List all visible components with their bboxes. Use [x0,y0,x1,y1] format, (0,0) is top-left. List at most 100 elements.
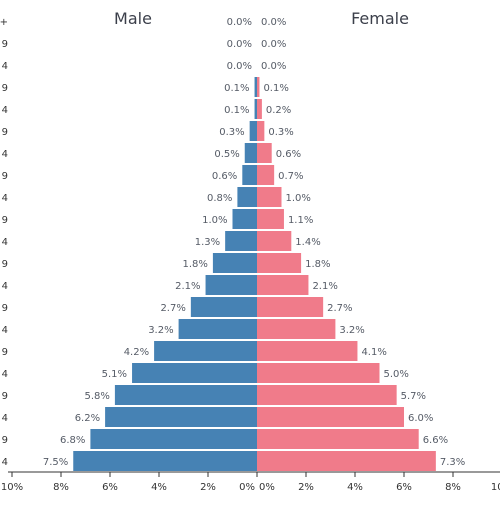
male-bar [249,121,257,141]
male-value-label: 0.1% [224,105,249,116]
male-bar [132,363,257,383]
male-value-label: 1.0% [202,215,227,226]
female-x-tick-label: 6% [396,482,412,493]
female-value-label: 3.2% [339,325,364,336]
male-bar [73,451,257,471]
female-value-label: 0.7% [278,171,303,182]
male-value-label: 6.8% [60,435,85,446]
male-value-label: 0.1% [224,83,249,94]
male-panel-title: Male [114,9,152,28]
female-x-tick-label: 8% [445,482,461,493]
age-group-label: 9 [2,171,8,182]
male-value-label: 0.0% [227,39,252,50]
female-x-tick-label: 10% [491,482,500,493]
female-value-label: 2.1% [312,281,337,292]
male-x-tick-label: 6% [102,482,118,493]
age-group-label: 4 [2,193,8,204]
age-group-label: 4 [2,369,8,380]
female-bar [257,297,324,317]
male-bar [254,99,257,119]
age-group-label: 9 [2,347,8,358]
female-value-label: 0.3% [268,127,293,138]
male-bar [114,385,258,405]
age-group-label: 4 [2,149,8,160]
female-panel-title: Female [351,9,409,28]
female-bar [257,341,358,361]
male-value-label: 5.1% [102,369,127,380]
male-bar [254,77,257,97]
female-bar [257,407,404,427]
axes-group: 4 9 4 9 4 9 4 9 4 9 4 9 4 9 4 9 4 9 4 9 +10% 8% 6% 4% 2% 0% 0% 2% 4%… [0,17,500,493]
male-x-tick-label: 10% [1,482,23,493]
male-value-label: 0.5% [214,149,239,160]
female-bar [257,99,262,119]
bars-group: 7.5% 7.3% 6.8% 6.6% 6.2% 6.0% 5.8% 5.7% 5.1% 5.0%… [43,17,465,471]
male-value-label: 6.2% [75,413,100,424]
male-bar [205,275,257,295]
age-group-label: 9 [2,39,8,50]
male-value-label: 7.5% [43,457,68,468]
male-x-tick-label: 4% [151,482,167,493]
male-bar [190,297,257,317]
male-bar [232,209,257,229]
female-bar [257,253,302,273]
male-bar [154,341,257,361]
female-value-label: 0.2% [266,105,291,116]
male-value-label: 1.8% [182,259,207,270]
male-value-label: 0.8% [207,193,232,204]
male-bar [237,187,257,207]
age-group-label: + [0,17,8,28]
age-group-label: 9 [2,435,8,446]
age-group-label: 4 [2,281,8,292]
male-x-tick-label: 2% [200,482,216,493]
male-bar [225,231,257,251]
female-x-tick-label: 0% [259,482,275,493]
female-value-label: 7.3% [440,457,465,468]
female-bar [257,143,272,163]
female-bar [257,429,419,449]
male-value-label: 0.0% [227,61,252,72]
female-value-label: 6.0% [408,413,433,424]
male-bar [178,319,257,339]
male-value-label: 2.7% [160,303,185,314]
age-group-label: 9 [2,391,8,402]
female-value-label: 5.7% [401,391,426,402]
female-value-label: 6.6% [423,435,448,446]
age-group-label: 4 [2,457,8,468]
female-value-label: 2.7% [327,303,352,314]
age-group-label: 4 [2,413,8,424]
female-value-label: 0.1% [263,83,288,94]
female-bar [257,209,284,229]
male-bar [242,165,257,185]
male-bar [212,253,257,273]
male-value-label: 1.3% [195,237,220,248]
female-value-label: 0.0% [261,17,286,28]
female-x-tick-label: 2% [298,482,314,493]
female-bar [257,319,336,339]
female-bar [257,451,436,471]
female-bar [257,77,260,97]
male-value-label: 0.3% [219,127,244,138]
female-value-label: 1.8% [305,259,330,270]
male-bar [105,407,257,427]
age-group-label: 4 [2,105,8,116]
male-value-label: 3.2% [148,325,173,336]
female-x-tick-label: 4% [347,482,363,493]
female-bar [257,363,380,383]
male-x-tick-label: 8% [53,482,69,493]
female-value-label: 1.0% [286,193,311,204]
male-bar [90,429,258,449]
age-group-label: 4 [2,237,8,248]
female-bar [257,231,292,251]
age-group-label: 9 [2,83,8,94]
male-value-label: 2.1% [175,281,200,292]
age-group-label: 9 [2,303,8,314]
female-bar [257,165,275,185]
female-value-label: 1.1% [288,215,313,226]
female-bar [257,187,282,207]
male-x-tick-label: 0% [239,482,255,493]
age-group-label: 9 [2,215,8,226]
female-value-label: 0.0% [261,61,286,72]
female-bar [257,275,309,295]
